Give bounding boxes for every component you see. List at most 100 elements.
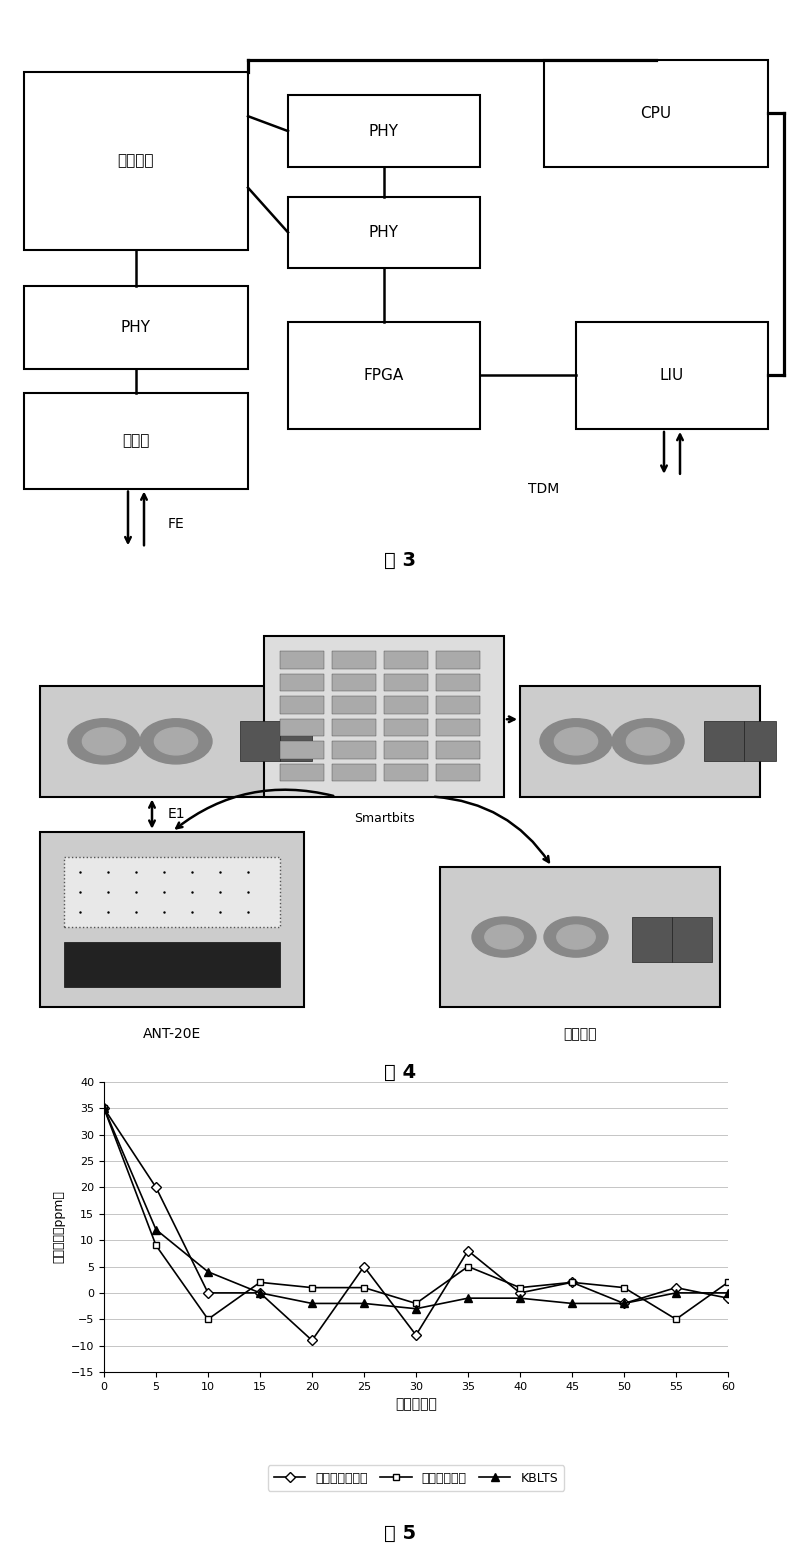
Bar xyxy=(64,856,280,927)
X-axis label: 时间（秒）: 时间（秒） xyxy=(395,1397,437,1411)
普通缓冲区方法 xyxy=(671,1278,681,1297)
Bar xyxy=(24,394,248,489)
KBLTS xyxy=(671,1284,681,1303)
普通时戟方法 xyxy=(307,1278,317,1297)
Bar xyxy=(384,696,428,713)
KBLTS xyxy=(515,1289,525,1308)
Bar xyxy=(384,718,428,737)
Text: 仿真设备: 仿真设备 xyxy=(563,1027,597,1041)
Bar xyxy=(332,674,376,691)
普通时戟方法 xyxy=(567,1273,577,1292)
Bar xyxy=(436,742,480,759)
普通时戟方法 xyxy=(411,1294,421,1312)
普通缓冲区方法 xyxy=(307,1331,317,1350)
Bar xyxy=(332,764,376,781)
Bar xyxy=(332,718,376,737)
普通缓冲区方法 xyxy=(567,1273,577,1292)
Bar xyxy=(40,687,320,797)
普通时戟方法 xyxy=(99,1099,109,1118)
Text: PHY: PHY xyxy=(121,320,151,336)
Bar xyxy=(240,721,280,762)
Legend: 普通缓冲区方法, 普通时戟方法, KBLTS: 普通缓冲区方法, 普通时戟方法, KBLTS xyxy=(268,1465,564,1491)
Circle shape xyxy=(626,728,670,754)
Bar xyxy=(24,285,248,370)
Bar xyxy=(280,674,324,691)
Text: FPGA: FPGA xyxy=(364,368,404,383)
Circle shape xyxy=(540,718,612,764)
普通缓冲区方法 xyxy=(723,1289,733,1308)
普通缓冲区方法 xyxy=(411,1325,421,1344)
Circle shape xyxy=(544,917,608,956)
KBLTS xyxy=(151,1220,161,1239)
普通时戟方法 xyxy=(515,1278,525,1297)
Text: FE: FE xyxy=(168,517,185,532)
Bar xyxy=(384,764,428,781)
Bar xyxy=(436,674,480,691)
Text: 图 4: 图 4 xyxy=(384,1063,416,1082)
Bar xyxy=(384,742,428,759)
Text: PHY: PHY xyxy=(369,224,399,240)
Text: 光模块: 光模块 xyxy=(122,433,150,448)
KBLTS xyxy=(307,1294,317,1312)
普通缓冲区方法 xyxy=(255,1284,265,1303)
Bar xyxy=(332,651,376,668)
Bar xyxy=(384,674,428,691)
Circle shape xyxy=(472,917,536,956)
Bar xyxy=(64,942,280,988)
Bar xyxy=(24,72,248,251)
普通缓冲区方法 xyxy=(619,1294,629,1312)
Bar xyxy=(332,696,376,713)
Circle shape xyxy=(82,728,126,754)
Circle shape xyxy=(485,925,523,949)
KBLTS xyxy=(203,1262,213,1281)
Bar xyxy=(672,917,712,963)
Bar xyxy=(544,60,768,166)
普通时戟方法 xyxy=(359,1278,369,1297)
Bar xyxy=(280,718,324,737)
KBLTS xyxy=(99,1099,109,1118)
普通缓冲区方法 xyxy=(151,1178,161,1196)
KBLTS xyxy=(411,1300,421,1319)
普通时戟方法 xyxy=(203,1309,213,1328)
Bar xyxy=(384,651,428,668)
普通时戟方法 xyxy=(463,1258,473,1276)
Bar xyxy=(436,651,480,668)
Circle shape xyxy=(140,718,212,764)
Bar xyxy=(288,96,480,166)
Bar xyxy=(288,321,480,430)
KBLTS xyxy=(619,1294,629,1312)
Bar xyxy=(704,721,744,762)
普通时戟方法 xyxy=(619,1278,629,1297)
Line: 普通缓冲区方法: 普通缓冲区方法 xyxy=(101,1105,731,1344)
KBLTS xyxy=(255,1284,265,1303)
Bar xyxy=(436,764,480,781)
Circle shape xyxy=(554,728,598,754)
Text: E1: E1 xyxy=(168,808,186,822)
KBLTS xyxy=(359,1294,369,1312)
Bar xyxy=(280,742,324,759)
普通缓冲区方法 xyxy=(515,1284,525,1303)
Circle shape xyxy=(557,925,595,949)
Text: PHY: PHY xyxy=(369,124,399,138)
普通缓冲区方法 xyxy=(203,1284,213,1303)
Line: 普通时戟方法: 普通时戟方法 xyxy=(101,1105,731,1323)
Text: CPU: CPU xyxy=(641,105,671,121)
Circle shape xyxy=(612,718,684,764)
KBLTS xyxy=(723,1284,733,1303)
Bar xyxy=(436,696,480,713)
KBLTS xyxy=(567,1294,577,1312)
Y-axis label: 频率差异（ppm）: 频率差异（ppm） xyxy=(52,1190,66,1264)
Circle shape xyxy=(68,718,140,764)
普通时戟方法 xyxy=(151,1236,161,1254)
Bar xyxy=(280,696,324,713)
Bar xyxy=(576,321,768,430)
Circle shape xyxy=(154,728,198,754)
普通时戟方法 xyxy=(671,1309,681,1328)
Text: TDM: TDM xyxy=(528,481,559,495)
Text: ANT-20E: ANT-20E xyxy=(143,1027,201,1041)
Bar xyxy=(520,687,760,797)
Line: KBLTS: KBLTS xyxy=(100,1104,732,1312)
Text: 图 3: 图 3 xyxy=(384,550,416,569)
Bar xyxy=(332,742,376,759)
KBLTS xyxy=(463,1289,473,1308)
